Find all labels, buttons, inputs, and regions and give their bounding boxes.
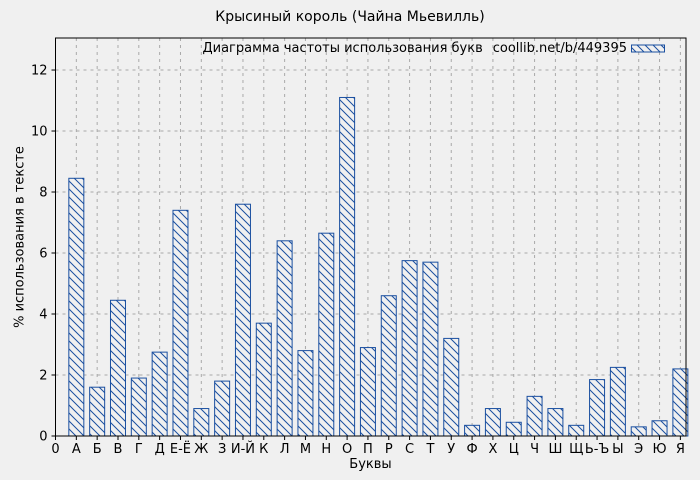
bar-Э (630, 426, 647, 437)
x-tick-И-Й: И-Й (231, 441, 255, 457)
y-tick-4: 4 (39, 308, 47, 323)
bar-Д (151, 351, 168, 437)
plot-frame (55, 37, 687, 437)
bar-Т (422, 261, 439, 437)
bar-Ц (505, 421, 522, 437)
bar-Ч (526, 395, 543, 437)
bar-С (401, 260, 418, 437)
x-tick-З: З (218, 442, 226, 457)
x-tick-Д: Д (155, 442, 165, 457)
x-tick-Н: Н (321, 442, 331, 457)
y-tick-12: 12 (31, 64, 48, 79)
tick-labels: 0 А Б В Г Д Е-Ё Ж З И-Й К Л М Н О П Р С Т У Ф Х Ц Ч Ш Щ Ь-Ъ Ы Э Ю Я024… (31, 64, 685, 457)
bar-Г (130, 377, 147, 437)
x-tick-Ь-Ъ: Ь-Ъ (585, 442, 609, 457)
bar-Н (318, 232, 335, 437)
bar-Ж (193, 408, 210, 437)
bar-Ь-Ъ (589, 379, 606, 437)
axis-ticks (51, 69, 681, 440)
x-tick-Х: Х (488, 442, 497, 457)
bar-Ю (651, 420, 668, 437)
y-tick-6: 6 (39, 247, 47, 262)
x-tick-К: К (259, 442, 268, 457)
x-tick-Э: Э (634, 442, 643, 457)
y-tick-2: 2 (39, 369, 47, 384)
bar-Х (484, 408, 501, 437)
legend-source-url: coollib.net/b/449395 (493, 41, 627, 56)
legend-label: Диаграмма частоты использования букв cool… (202, 41, 627, 56)
x-tick-Ш: Ш (548, 442, 562, 457)
x-tick-Г: Г (135, 442, 143, 457)
x-tick-А: А (72, 442, 81, 457)
bar-Е-Ё (172, 209, 189, 437)
bar-В (109, 299, 126, 437)
y-tick-0: 0 (39, 430, 47, 445)
bar-З (214, 380, 231, 437)
x-tick-В: В (114, 442, 123, 457)
x-tick-Р: Р (385, 442, 393, 457)
x-tick-Ю: Ю (653, 442, 667, 457)
bar-Щ (568, 424, 585, 437)
y-tick-10: 10 (31, 125, 48, 140)
chart-title: Крысиный король (Чайна Мьевилль) (215, 9, 485, 25)
legend: Диаграмма частоты использования букв cool… (202, 41, 665, 56)
x-tick-Б: Б (93, 442, 102, 457)
x-tick-Ц: Ц (509, 442, 519, 457)
x-tick-Я: Я (676, 442, 685, 457)
bars (68, 96, 689, 437)
bar-Ф (464, 424, 481, 437)
bar-Р (380, 295, 397, 437)
legend-swatch (631, 44, 665, 53)
x-axis-label: Буквы (349, 457, 392, 472)
bar-Ы (609, 366, 626, 437)
x-tick-О: О (342, 442, 352, 457)
bar-Б (89, 386, 106, 437)
bar-О (339, 96, 356, 437)
x-tick-Ы: Ы (612, 442, 623, 457)
bar-Л (276, 240, 293, 437)
bar-К (255, 322, 272, 437)
x-tick-Ф: Ф (466, 442, 477, 457)
y-tick-8: 8 (39, 186, 47, 201)
x-tick-Ж: Ж (194, 442, 208, 457)
x-tick-С: С (405, 442, 414, 457)
x-tick-У: У (447, 442, 455, 457)
x-tick-Щ: Щ (569, 442, 583, 457)
bar-М (297, 350, 314, 437)
x-tick-Е-Ё: Е-Ё (170, 441, 191, 457)
bar-А (68, 177, 85, 437)
x-tick-Л: Л (280, 442, 290, 457)
bar-П (359, 347, 376, 437)
x-tick-Ч: Ч (530, 442, 539, 457)
bar-И-Й (234, 203, 251, 437)
x-tick-origin: 0 (51, 442, 59, 457)
x-tick-Т: Т (425, 442, 434, 457)
x-tick-М: М (300, 442, 311, 457)
bar-Ш (547, 408, 564, 437)
bar-У (443, 337, 460, 437)
x-tick-П: П (363, 442, 373, 457)
